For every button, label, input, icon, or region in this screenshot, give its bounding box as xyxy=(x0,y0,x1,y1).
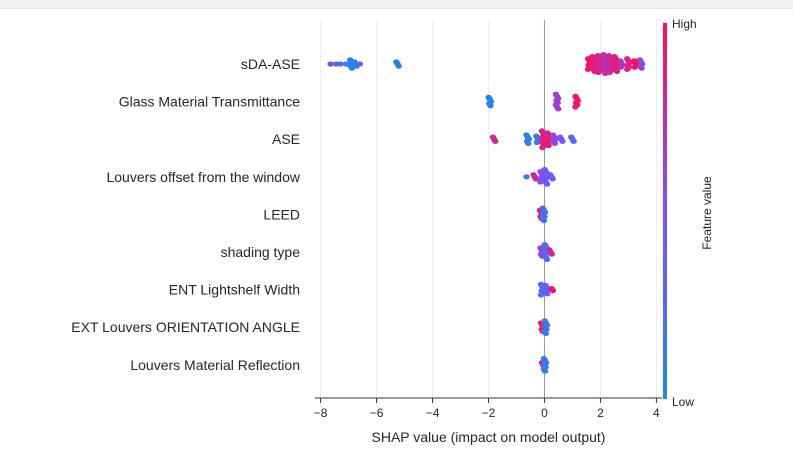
point-0-6-0 xyxy=(356,61,364,67)
point-0-2-0 xyxy=(337,61,344,67)
x-tick-label-4: 0 xyxy=(541,406,548,420)
point-0-16-3 xyxy=(631,64,639,70)
x-axis: −8 −6 −4 −2 0 2 4 xyxy=(314,397,662,420)
feature-label-0: sDA-ASE xyxy=(241,56,300,72)
feature-label-4: LEED xyxy=(263,206,300,222)
x-tick-label-2: −4 xyxy=(426,406,440,420)
feature-label-3: Louvers offset from the window xyxy=(106,169,300,185)
point-8-1-6 xyxy=(541,368,549,374)
point-0-17-4 xyxy=(638,65,645,71)
point-1-0-4 xyxy=(487,103,494,109)
point-0-3-0 xyxy=(342,61,350,67)
x-tick-label-0: −8 xyxy=(314,406,328,420)
point-0-15-5 xyxy=(624,66,631,72)
point-5-1-7 xyxy=(543,256,551,262)
colorbar-high-label: High xyxy=(672,17,697,31)
point-0-10-8 xyxy=(595,69,602,75)
point-0-4-4 xyxy=(348,65,356,71)
point-0-7-2 xyxy=(395,63,402,69)
point-0-0-0 xyxy=(327,61,334,67)
data-points xyxy=(327,51,646,374)
point-2-1-4 xyxy=(525,140,532,146)
point-2-0-2 xyxy=(492,138,499,144)
point-5-2-2 xyxy=(548,251,556,257)
feature-label-8: Louvers Material Reflection xyxy=(130,357,300,373)
point-0-13-7 xyxy=(613,68,621,74)
feature-label-2: ASE xyxy=(272,131,300,147)
point-1-2-5 xyxy=(572,104,579,110)
point-2-3-8 xyxy=(539,145,546,151)
point-2-6-2 xyxy=(559,138,566,144)
feature-label-6: ENT Lightshelf Width xyxy=(169,282,300,298)
x-tick-label-6: 4 xyxy=(653,406,660,420)
point-2-7-2 xyxy=(570,138,577,144)
point-3-1-2 xyxy=(532,176,540,182)
point-0-12-8 xyxy=(606,69,613,75)
feature-label-7: EXT Louvers ORIENTATION ANGLE xyxy=(71,319,300,335)
feature-labels: sDA-ASE Glass Material Transmittance ASE Lo… xyxy=(71,56,301,373)
point-2-5-4 xyxy=(551,140,559,146)
point-3-3-7 xyxy=(543,181,551,187)
point-6-1-4 xyxy=(544,291,551,297)
colorbar-low-label: Low xyxy=(672,395,694,409)
point-3-4-2 xyxy=(549,176,556,182)
point-0-14-3 xyxy=(617,64,625,70)
point-2-2-3 xyxy=(533,139,541,145)
point-3-0-0 xyxy=(523,174,530,180)
point-6-0-5 xyxy=(537,292,545,298)
point-6-2-1 xyxy=(549,288,557,294)
x-axis-title: SHAP value (impact on model output) xyxy=(372,429,606,445)
point-4-1-6 xyxy=(540,218,548,224)
x-tick-label-3: −2 xyxy=(482,406,496,420)
notebook-output-top-border xyxy=(0,0,793,9)
point-7-1-6 xyxy=(542,330,550,337)
point-1-1-7 xyxy=(555,106,562,112)
grid-lines xyxy=(320,20,657,398)
feature-label-1: Glass Material Transmittance xyxy=(119,94,300,110)
colorbar xyxy=(663,23,667,399)
colorbar-title: Feature value xyxy=(700,176,714,250)
feature-label-5: shading type xyxy=(221,244,301,260)
x-tick-label-5: 2 xyxy=(597,406,604,420)
point-2-4-6 xyxy=(545,142,552,149)
x-tick-label-1: −6 xyxy=(370,406,384,420)
